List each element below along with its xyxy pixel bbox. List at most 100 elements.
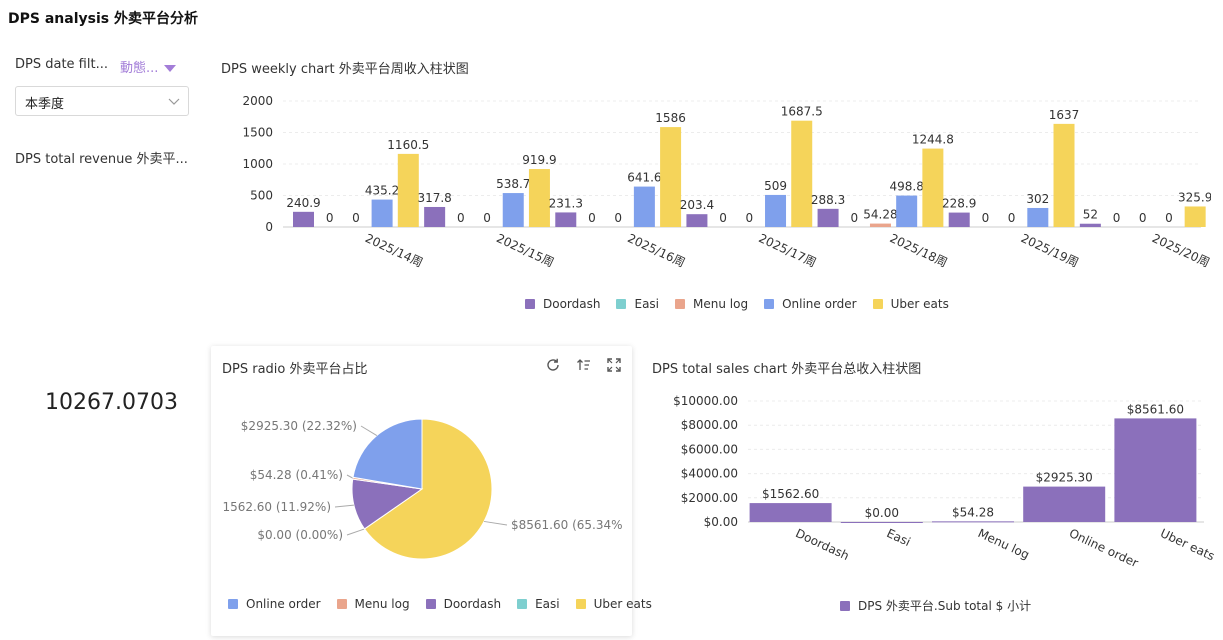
data-label: 325.9 xyxy=(1178,190,1211,204)
leader-line xyxy=(483,520,508,526)
filter-mode-label: 動態... xyxy=(120,61,159,76)
x-tick-label: 2025/18周 xyxy=(888,231,950,270)
legend-swatch xyxy=(616,299,627,309)
y-tick-label: $0.00 xyxy=(704,515,738,529)
bar xyxy=(660,127,682,227)
bar xyxy=(528,169,550,227)
pie-chart-legend: Online order Menu log Doordash Easi Uber eat… xyxy=(228,597,668,611)
legend-item[interactable]: Easi xyxy=(616,297,659,311)
data-label: 0 xyxy=(1113,211,1121,225)
data-label: 0 xyxy=(982,211,990,225)
slice-label: 1562.60 (11.92%) xyxy=(222,500,331,514)
legend-label: Online order xyxy=(246,597,321,611)
legend-swatch xyxy=(872,299,883,309)
page-title: DPS analysis 外卖平台分析 xyxy=(8,11,198,27)
date-range-value: 本季度 xyxy=(25,97,65,112)
data-label: 203.4 xyxy=(680,198,714,212)
bar xyxy=(948,212,970,227)
data-label: 1637 xyxy=(1049,108,1080,122)
legend-label: Doordash xyxy=(543,297,601,311)
bar xyxy=(371,199,393,227)
total-revenue-label: DPS total revenue 外卖平... xyxy=(15,152,188,167)
legend-item[interactable]: Easi xyxy=(517,597,560,611)
data-label: 54.28 xyxy=(863,208,897,222)
legend-item[interactable]: Online order xyxy=(764,297,857,311)
x-tick-label: 2025/16周 xyxy=(625,231,687,270)
bar xyxy=(555,212,577,227)
data-label: $1562.60 xyxy=(762,487,819,501)
data-label: 0 xyxy=(588,211,596,225)
legend-swatch xyxy=(425,599,436,609)
x-tick-label: 2025/20周 xyxy=(1150,231,1211,270)
data-label: 0 xyxy=(614,211,622,225)
slice-label: $54.28 (0.41%) xyxy=(250,468,343,482)
data-label: 0 xyxy=(1008,211,1016,225)
bar xyxy=(922,148,944,227)
triangle-down-icon xyxy=(164,65,177,72)
bar xyxy=(1023,486,1106,522)
legend-label: Menu log xyxy=(693,297,749,311)
leader-line xyxy=(334,504,354,508)
weekly-chart-title: DPS weekly chart 外卖平台周收入柱状图 xyxy=(221,62,469,77)
data-label: 0 xyxy=(352,211,360,225)
legend-item[interactable]: Doordash xyxy=(425,597,501,611)
x-tick-label: 2025/15周 xyxy=(494,231,556,270)
data-label: 1160.5 xyxy=(387,138,429,152)
x-tick-label: Menu log xyxy=(976,526,1032,562)
legend-item[interactable]: Menu log xyxy=(336,597,410,611)
data-label: 1244.8 xyxy=(912,133,954,147)
data-label: 919.9 xyxy=(522,153,556,167)
date-filter-label: DPS date filt... xyxy=(15,57,108,72)
y-tick-label: 500 xyxy=(250,189,273,203)
bar xyxy=(293,211,314,227)
legend-label: Uber eats xyxy=(890,297,949,311)
x-tick-label: 2025/14周 xyxy=(363,231,425,270)
legend-label: Online order xyxy=(782,297,857,311)
legend-item[interactable]: Uber eats xyxy=(575,597,652,611)
data-label: 0 xyxy=(1165,211,1173,225)
data-label: 0 xyxy=(719,211,727,225)
data-label: $2925.30 xyxy=(1036,471,1093,485)
date-range-select[interactable]: 本季度 xyxy=(15,86,189,116)
data-label: 317.8 xyxy=(417,191,451,205)
y-tick-label: $2000.00 xyxy=(681,491,738,505)
y-tick-label: 2000 xyxy=(242,94,273,108)
data-label: 0 xyxy=(746,211,754,225)
y-tick-label: $4000.00 xyxy=(681,467,738,481)
legend-swatch xyxy=(336,599,347,609)
legend-item[interactable]: Menu log xyxy=(675,297,748,311)
legend-label: DPS 外卖平台.Sub total $ 小计 xyxy=(858,599,1032,613)
legend-swatch xyxy=(517,599,528,609)
x-tick-label: Doordash xyxy=(793,526,851,563)
data-label: 538.7 xyxy=(496,177,530,191)
data-label: 509 xyxy=(764,179,787,193)
slice-label: $8561.60 (65.34% xyxy=(511,518,623,532)
data-label: 0 xyxy=(483,211,491,225)
bar xyxy=(397,153,419,227)
bar xyxy=(791,120,813,227)
legend-item[interactable]: Online order xyxy=(228,597,321,611)
bar xyxy=(817,208,839,227)
sort-icon[interactable] xyxy=(576,357,592,373)
data-label: 288.3 xyxy=(811,193,845,207)
slice-label: $0.00 (0.00%) xyxy=(257,528,343,542)
legend-swatch xyxy=(575,599,586,609)
filter-mode-button[interactable]: 動態... xyxy=(120,57,177,76)
data-label: 641.6 xyxy=(627,171,661,185)
bar xyxy=(1027,207,1049,227)
data-label: 0 xyxy=(1139,211,1147,225)
y-tick-label: 0 xyxy=(265,220,273,234)
legend-item[interactable]: DPS 外卖平台.Sub total $ 小计 xyxy=(840,597,1031,614)
refresh-icon[interactable] xyxy=(545,357,561,373)
weekly-bar-chart: 0 500 1000 1500 2000 240.9 0 0 435.2 1160.5 2025/1… xyxy=(242,94,1211,270)
x-tick-label: 2025/19周 xyxy=(1019,231,1081,270)
legend-swatch xyxy=(675,299,686,309)
data-label: 0 xyxy=(850,211,858,225)
bar xyxy=(765,194,787,227)
legend-swatch xyxy=(840,600,850,611)
pie-slice xyxy=(352,418,423,490)
legend-item[interactable]: Uber eats xyxy=(872,297,949,311)
legend-item[interactable]: Doordash xyxy=(525,297,600,311)
fullscreen-icon[interactable] xyxy=(606,357,622,373)
legend-swatch xyxy=(764,299,775,309)
